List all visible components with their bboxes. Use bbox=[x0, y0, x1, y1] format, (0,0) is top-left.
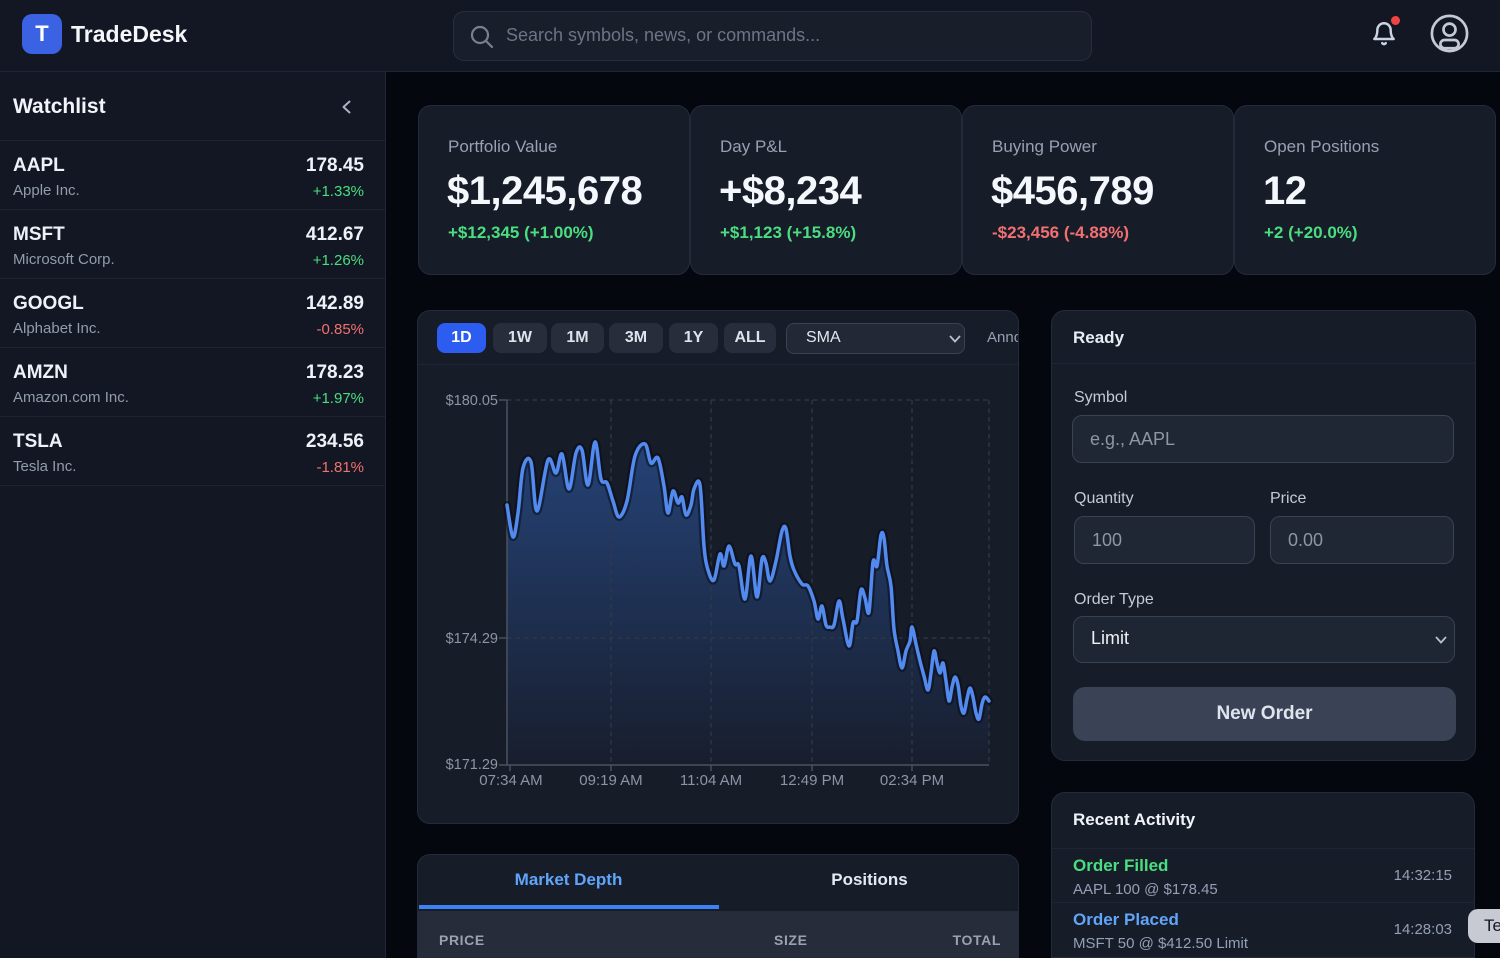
svg-text:12:49 PM: 12:49 PM bbox=[780, 772, 844, 789]
svg-text:$174.29: $174.29 bbox=[446, 631, 498, 647]
svg-text:$171.29: $171.29 bbox=[446, 757, 498, 773]
svg-text:07:34 AM: 07:34 AM bbox=[479, 772, 542, 789]
svg-text:02:34 PM: 02:34 PM bbox=[880, 772, 944, 789]
svg-text:$180.05: $180.05 bbox=[446, 393, 498, 409]
svg-text:09:19 AM: 09:19 AM bbox=[579, 772, 642, 789]
svg-text:11:04 AM: 11:04 AM bbox=[680, 772, 742, 789]
